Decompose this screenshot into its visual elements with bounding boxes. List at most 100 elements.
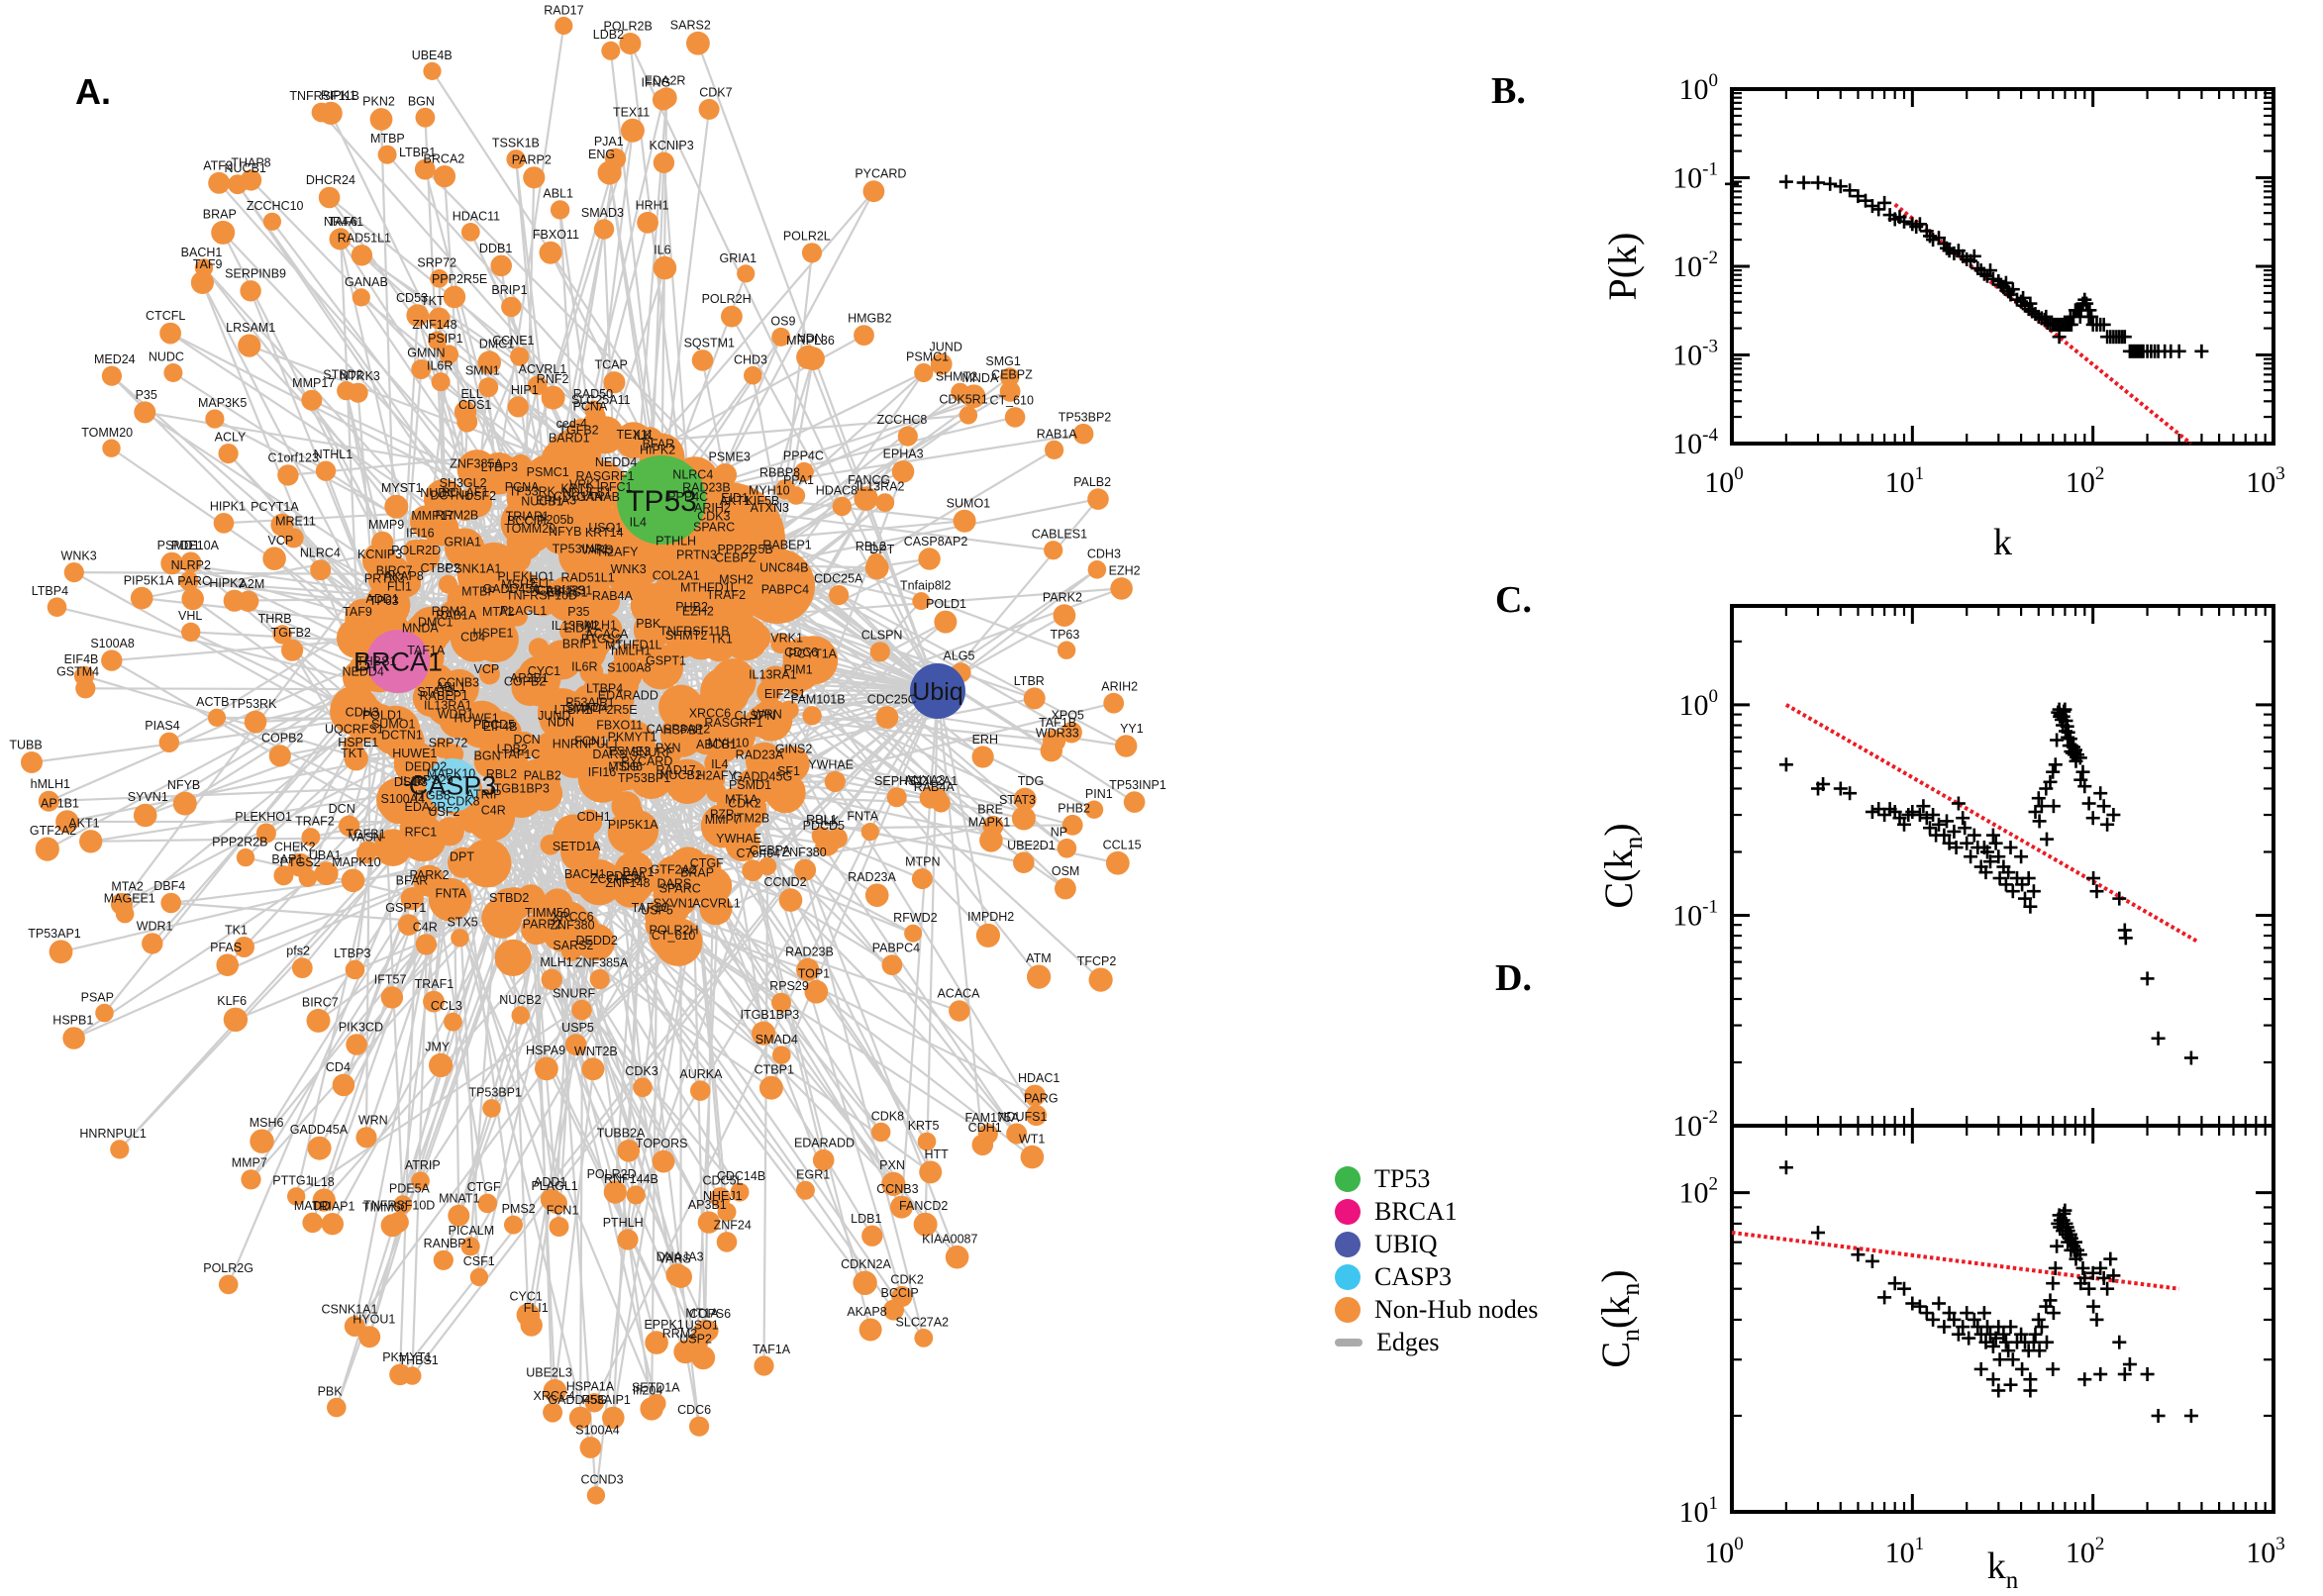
network-node bbox=[218, 1274, 239, 1295]
network-node bbox=[584, 1393, 604, 1413]
network-node bbox=[945, 1245, 969, 1269]
network-node bbox=[507, 396, 529, 418]
network-node bbox=[626, 1185, 646, 1205]
network-node bbox=[329, 228, 352, 250]
network-node bbox=[875, 493, 895, 512]
network-node bbox=[441, 522, 460, 541]
network-node bbox=[744, 365, 762, 385]
network-node bbox=[697, 1320, 719, 1342]
network-node bbox=[134, 401, 156, 424]
node-label: YWHAE bbox=[716, 832, 761, 846]
node-label: IL4 bbox=[630, 515, 647, 529]
network-node bbox=[979, 829, 1003, 852]
network-node bbox=[389, 733, 411, 753]
network-node bbox=[451, 929, 469, 948]
network-node bbox=[345, 748, 363, 767]
network-node bbox=[766, 574, 786, 593]
network-node bbox=[518, 487, 558, 528]
network-node bbox=[528, 638, 550, 658]
network-node bbox=[389, 1363, 411, 1386]
network-node bbox=[429, 1052, 454, 1077]
network-node bbox=[443, 285, 466, 309]
network-node bbox=[555, 16, 573, 36]
network-node bbox=[794, 858, 817, 881]
network-node bbox=[415, 934, 438, 955]
network-node bbox=[617, 1229, 639, 1250]
brca1-hub bbox=[366, 630, 430, 693]
network-node bbox=[1105, 850, 1130, 875]
network-node bbox=[953, 509, 976, 533]
node-label: PCNA bbox=[505, 480, 540, 494]
network-node bbox=[931, 793, 951, 813]
network-node bbox=[891, 460, 915, 483]
network-node bbox=[35, 837, 59, 861]
network-node bbox=[1020, 1145, 1045, 1169]
network-node bbox=[1087, 488, 1109, 510]
network-node bbox=[413, 802, 437, 826]
network-node bbox=[494, 939, 532, 977]
network-node bbox=[179, 571, 199, 591]
network-node bbox=[564, 1034, 587, 1056]
network-node bbox=[1103, 692, 1125, 714]
legend-item-casp3: CASP3 bbox=[1335, 1262, 1538, 1291]
network-node bbox=[775, 479, 796, 500]
node-label: WNK3 bbox=[611, 562, 647, 576]
node-label: VRK1 bbox=[770, 632, 803, 646]
node-label: CDH1 bbox=[577, 810, 611, 824]
network-node bbox=[886, 787, 907, 808]
network-node bbox=[160, 551, 183, 575]
node-label: CD4 bbox=[460, 630, 485, 644]
node-label: TRAF2 bbox=[707, 588, 747, 602]
node-label: TP53INP1 bbox=[553, 542, 610, 555]
network-node bbox=[696, 719, 721, 744]
network-node bbox=[262, 547, 286, 570]
network-node bbox=[730, 1182, 750, 1202]
network-node bbox=[1011, 806, 1036, 831]
tick-label: 103 bbox=[2246, 1534, 2285, 1569]
x-axis-label: k bbox=[1993, 522, 2012, 563]
node-label: RAD17 bbox=[656, 763, 695, 777]
node-label: C4R bbox=[481, 804, 506, 818]
network-node bbox=[737, 264, 756, 283]
node-label: P35 bbox=[567, 605, 589, 619]
network-node bbox=[861, 1225, 883, 1247]
node-label: SPARC bbox=[659, 881, 701, 895]
fit-line bbox=[1784, 703, 2199, 944]
node-label: SNURF bbox=[631, 746, 673, 759]
network-node bbox=[55, 810, 79, 834]
network-node bbox=[647, 1393, 666, 1414]
tick-label: 100 bbox=[1704, 1534, 1744, 1569]
network-node bbox=[465, 792, 516, 842]
network-node bbox=[255, 823, 276, 844]
network-node bbox=[451, 608, 476, 634]
network-node bbox=[771, 327, 791, 347]
network-node bbox=[413, 864, 446, 897]
scatter-points bbox=[1778, 702, 2198, 1065]
network-node bbox=[743, 623, 771, 652]
network-node bbox=[394, 788, 418, 812]
node-label: SRP72 bbox=[429, 737, 468, 750]
tick-label: 101 bbox=[1885, 1534, 1925, 1569]
network-node bbox=[961, 384, 986, 409]
network-node bbox=[784, 755, 804, 775]
network-node bbox=[244, 710, 267, 734]
network-node bbox=[1023, 687, 1046, 710]
network-node bbox=[458, 627, 489, 657]
network-node bbox=[565, 864, 595, 895]
network-node bbox=[79, 830, 103, 853]
panel-d-label: D. bbox=[1495, 957, 1532, 999]
network-node bbox=[891, 1285, 913, 1308]
network-node bbox=[975, 923, 1001, 948]
network-node bbox=[589, 539, 611, 560]
panel-a-label: A. bbox=[75, 71, 111, 112]
network-node bbox=[332, 1073, 355, 1097]
network-node bbox=[345, 959, 365, 980]
network-node bbox=[456, 411, 478, 433]
network-node bbox=[602, 1406, 625, 1430]
network-node bbox=[431, 372, 451, 392]
network-nodes bbox=[21, 16, 1146, 1505]
network-node bbox=[410, 505, 443, 539]
network-node bbox=[1088, 967, 1113, 992]
network-node bbox=[541, 526, 563, 549]
